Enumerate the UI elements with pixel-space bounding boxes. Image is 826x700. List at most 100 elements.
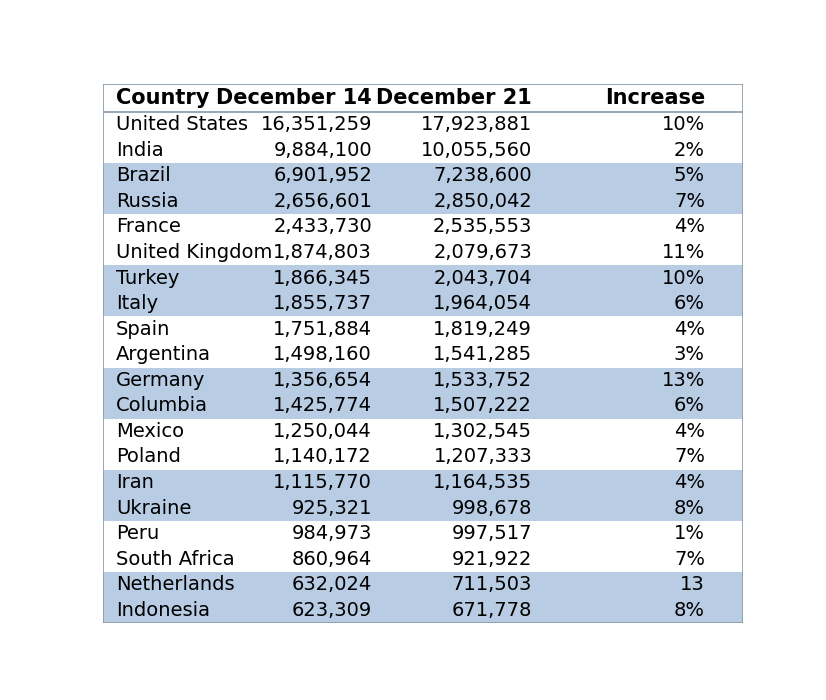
Text: 4%: 4% [674,320,705,339]
Text: December 14: December 14 [216,88,372,108]
Text: 1,751,884: 1,751,884 [273,320,372,339]
Text: United States: United States [116,116,248,134]
Bar [103,342,743,368]
Text: Mexico: Mexico [116,422,184,441]
Text: South Africa: South Africa [116,550,235,568]
Text: Turkey: Turkey [116,269,179,288]
Text: 13%: 13% [662,371,705,390]
Text: 1,819,249: 1,819,249 [434,320,532,339]
Text: Ukraine: Ukraine [116,498,192,517]
Text: 921,922: 921,922 [452,550,532,568]
Text: 925,321: 925,321 [292,498,372,517]
Text: 2,535,553: 2,535,553 [433,218,532,237]
Text: 13: 13 [681,575,705,594]
Text: 6,901,952: 6,901,952 [273,167,372,186]
Bar [103,368,743,393]
Text: 1,207,333: 1,207,333 [434,447,532,466]
Text: 1%: 1% [674,524,705,543]
Bar [103,84,743,112]
Text: 5%: 5% [674,167,705,186]
Text: India: India [116,141,164,160]
Text: 7%: 7% [674,550,705,568]
Bar [103,598,743,623]
Text: Russia: Russia [116,192,178,211]
Text: 4%: 4% [674,422,705,441]
Text: 2,043,704: 2,043,704 [434,269,532,288]
Text: 6%: 6% [674,396,705,415]
Bar [103,163,743,189]
Text: 4%: 4% [674,473,705,492]
Text: 998,678: 998,678 [452,498,532,517]
Text: 1,507,222: 1,507,222 [434,396,532,415]
Text: 7%: 7% [674,192,705,211]
Text: 1,140,172: 1,140,172 [273,447,372,466]
Text: Increase: Increase [605,88,705,108]
Bar [103,291,743,316]
Text: 8%: 8% [674,498,705,517]
Text: Italy: Italy [116,294,158,313]
Text: Spain: Spain [116,320,170,339]
Text: 10%: 10% [662,116,705,134]
Bar [103,265,743,291]
Text: 1,115,770: 1,115,770 [273,473,372,492]
Bar [103,470,743,496]
Text: 1,855,737: 1,855,737 [273,294,372,313]
Text: 860,964: 860,964 [292,550,372,568]
Text: 4%: 4% [674,218,705,237]
Bar [103,112,743,138]
Text: 711,503: 711,503 [452,575,532,594]
Text: 2,079,673: 2,079,673 [434,243,532,262]
Text: France: France [116,218,181,237]
Bar [103,316,743,342]
Text: Poland: Poland [116,447,181,466]
Bar [103,214,743,240]
Text: 623,309: 623,309 [292,601,372,620]
Text: 3%: 3% [674,345,705,364]
Text: Brazil: Brazil [116,167,171,186]
Text: 7%: 7% [674,447,705,466]
Text: 8%: 8% [674,601,705,620]
Text: 11%: 11% [662,243,705,262]
Text: 10,055,560: 10,055,560 [421,141,532,160]
Text: 1,498,160: 1,498,160 [273,345,372,364]
Text: 984,973: 984,973 [292,524,372,543]
Text: Iran: Iran [116,473,154,492]
Text: 2,656,601: 2,656,601 [273,192,372,211]
Text: 997,517: 997,517 [452,524,532,543]
Text: 16,351,259: 16,351,259 [261,116,372,134]
Text: 2%: 2% [674,141,705,160]
Bar [103,419,743,444]
Text: Netherlands: Netherlands [116,575,235,594]
Text: December 21: December 21 [377,88,532,108]
Text: 671,778: 671,778 [452,601,532,620]
Text: 1,541,285: 1,541,285 [433,345,532,364]
Text: 1,164,535: 1,164,535 [433,473,532,492]
Text: 9,884,100: 9,884,100 [273,141,372,160]
Bar [103,189,743,214]
Text: 1,356,654: 1,356,654 [273,371,372,390]
Text: Argentina: Argentina [116,345,211,364]
Text: 1,874,803: 1,874,803 [273,243,372,262]
Text: Country: Country [116,88,210,108]
Text: 1,964,054: 1,964,054 [434,294,532,313]
Text: 632,024: 632,024 [292,575,372,594]
Text: 1,533,752: 1,533,752 [433,371,532,390]
Bar [103,444,743,470]
Bar [103,240,743,265]
Bar [103,393,743,419]
Text: 1,866,345: 1,866,345 [273,269,372,288]
Bar [103,138,743,163]
Bar [103,496,743,521]
Text: Peru: Peru [116,524,159,543]
Text: United Kingdom: United Kingdom [116,243,273,262]
Text: 10%: 10% [662,269,705,288]
Text: 2,850,042: 2,850,042 [434,192,532,211]
Text: 1,425,774: 1,425,774 [273,396,372,415]
Text: 7,238,600: 7,238,600 [434,167,532,186]
Text: 6%: 6% [674,294,705,313]
Text: 17,923,881: 17,923,881 [421,116,532,134]
Bar [103,521,743,547]
Text: 1,302,545: 1,302,545 [433,422,532,441]
Text: Columbia: Columbia [116,396,208,415]
Text: 2,433,730: 2,433,730 [273,218,372,237]
